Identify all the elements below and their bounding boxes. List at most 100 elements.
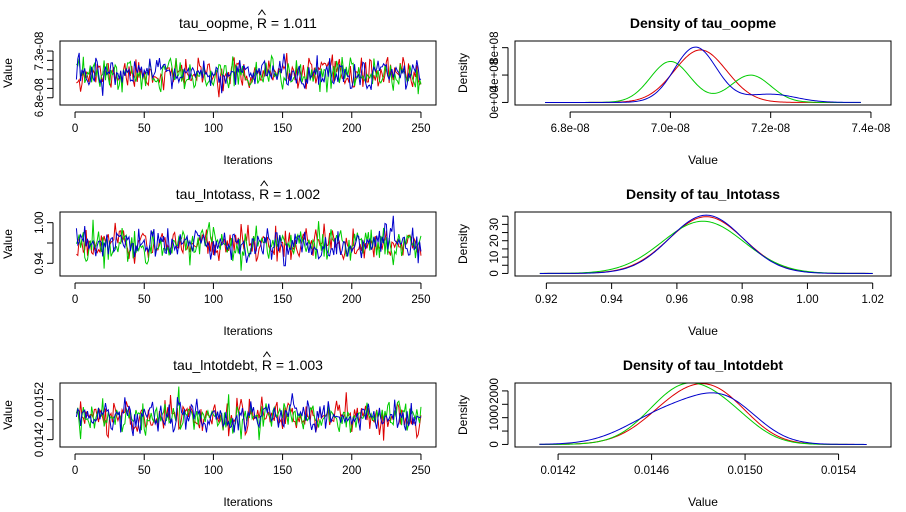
x-tick-label: 50	[138, 123, 151, 135]
y-axis-label: Density	[456, 224, 470, 264]
y-tick-label: 10	[489, 251, 501, 264]
plot-frame	[59, 40, 437, 106]
density-series-red	[539, 216, 873, 274]
x-axis-label: Iterations	[223, 495, 272, 509]
plot-frame	[59, 382, 437, 448]
x-tick-label: 100	[204, 465, 223, 477]
x-tick-label: 0	[72, 123, 78, 135]
x-axis-label: Value	[688, 495, 718, 509]
rhat-value: = 1.011	[267, 15, 317, 31]
x-tick-label: 200	[342, 123, 361, 135]
y-tick-label: 7.3e-08	[34, 32, 46, 71]
rhat-symbol: R	[257, 15, 267, 31]
y-axis-label: Density	[456, 53, 470, 93]
plot-frame	[514, 40, 892, 106]
trace-series-blue	[75, 393, 422, 437]
density-series-green	[539, 383, 867, 445]
x-tick-label: 50	[138, 465, 151, 477]
x-tick-label: 7.4e-08	[851, 123, 890, 135]
density-series-green	[539, 220, 873, 274]
x-tick-label: 0.0150	[727, 465, 762, 477]
title-param: tau_lntotass,	[176, 186, 259, 202]
chart-title: Density of tau_oopme	[630, 15, 776, 31]
x-tick-label: 1.02	[862, 294, 884, 306]
rhat-hat-mark	[258, 9, 266, 16]
y-tick-label: 0.94	[34, 251, 46, 274]
y-tick-label: 0	[489, 441, 501, 447]
chart-title: tau_oopme, R = 1.011	[179, 15, 317, 31]
x-tick-label: 0.0146	[634, 465, 669, 477]
trace-series-red	[76, 52, 422, 98]
chart-panel-1: 0 50 100 150 200 250 6.8e-08 7.3e-08 Iterations V…	[1, 9, 437, 167]
y-tick-label: 0.0152	[34, 382, 46, 417]
x-tick-label: 250	[411, 294, 430, 306]
y-tick-label: 1000	[489, 405, 501, 431]
rhat-symbol: R	[262, 357, 272, 373]
x-tick-label: 250	[411, 465, 430, 477]
x-tick-label: 0.98	[731, 294, 753, 306]
y-tick-label: 4e+08	[489, 59, 501, 91]
plot-frame	[514, 382, 892, 448]
x-tick-label: 7.0e-08	[651, 123, 690, 135]
density-series-red	[539, 383, 867, 445]
y-tick-label: 1.00	[34, 211, 46, 233]
chart-title: tau_lntotdebt, R = 1.003	[173, 357, 323, 373]
x-tick-label: 0.0142	[540, 465, 575, 477]
x-tick-label: 0.92	[535, 294, 557, 306]
rhat-symbol: R	[259, 186, 269, 202]
chart-panel-3: 0 50 100 150 200 250 0.94 1.00 Iterations Value ta…	[1, 180, 437, 338]
x-tick-label: 0.96	[666, 294, 688, 306]
y-tick-label: 2000	[489, 378, 501, 404]
density-series-red	[545, 49, 861, 103]
rhat-hat-mark	[260, 180, 269, 187]
x-tick-label: 200	[342, 465, 361, 477]
y-tick-label: 20	[489, 234, 501, 247]
y-tick-label: 8e+08	[489, 32, 501, 64]
y-axis-label: Value	[1, 400, 15, 430]
chart-panel-4: 0.92 0.94 0.96 0.98 1.00 1.02 0 10 20 30 Value Dens…	[456, 186, 892, 338]
density-series-green	[545, 60, 861, 103]
rhat-hat-mark	[262, 351, 271, 358]
y-tick-label: 6.8e-08	[34, 78, 46, 117]
chart-title: Density of tau_lntotdebt	[623, 357, 784, 373]
y-axis-label: Value	[1, 229, 15, 259]
y-tick-label: 0	[489, 270, 501, 276]
density-series-blue	[539, 392, 867, 445]
trace-series-blue	[75, 52, 422, 96]
chart-panel-2: 6.8e-08 7.0e-08 7.2e-08 7.4e-08 0e+004e+088e…	[456, 15, 892, 167]
x-tick-label: 200	[342, 294, 361, 306]
y-tick-label: 0.0142	[34, 422, 46, 457]
x-tick-label: 6.8e-08	[551, 123, 590, 135]
x-tick-label: 150	[273, 294, 292, 306]
plot-frame	[514, 211, 892, 277]
x-tick-label: 150	[273, 123, 292, 135]
title-param: tau_lntotdebt,	[173, 357, 262, 373]
x-tick-label: 0	[72, 294, 78, 306]
x-axis-label: Value	[688, 153, 718, 167]
x-tick-label: 100	[204, 294, 223, 306]
x-axis-label: Iterations	[223, 324, 272, 338]
rhat-value: = 1.003	[272, 357, 323, 373]
x-tick-label: 100	[204, 123, 223, 135]
y-tick-label: 0e+00	[489, 86, 501, 118]
chart-panel-5: 0 50 100 150 200 250 0.0142 0.0152 Iterations Val…	[1, 351, 437, 509]
title-param: tau_oopme,	[179, 15, 257, 31]
y-axis-label: Value	[1, 58, 15, 88]
density-series-blue	[539, 214, 873, 274]
x-tick-label: 250	[411, 123, 430, 135]
density-series-blue	[545, 46, 861, 103]
x-tick-label: 0.0154	[821, 465, 857, 477]
chart-title: tau_lntotass, R = 1.002	[176, 186, 321, 202]
x-tick-label: 1.00	[796, 294, 818, 306]
rhat-value: = 1.002	[269, 186, 320, 202]
x-tick-label: 0	[72, 465, 78, 477]
x-tick-label: 0.94	[600, 294, 623, 306]
trace-series-blue	[75, 215, 422, 267]
x-tick-label: 150	[273, 465, 292, 477]
trace-series-green	[75, 219, 422, 271]
x-axis-label: Value	[688, 324, 718, 338]
x-tick-label: 7.2e-08	[751, 123, 790, 135]
x-axis-label: Iterations	[223, 153, 272, 167]
